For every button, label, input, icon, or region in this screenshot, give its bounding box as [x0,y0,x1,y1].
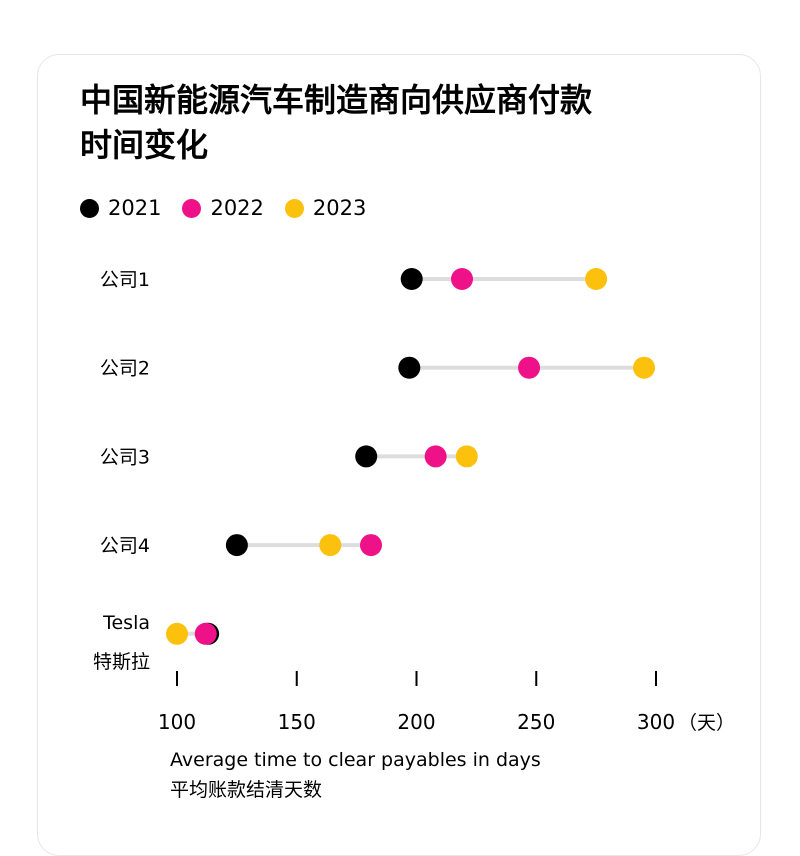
row-label: 公司4 [100,535,150,557]
legend-item-2022: 2022 [182,196,264,220]
dot-2023 [585,268,608,290]
chart-title: 中国新能源汽车制造商向供应商付款 时间变化 [80,78,720,168]
dot-2021 [355,445,378,468]
x-tick-label: 100 [158,710,196,734]
dot-2023 [455,445,478,468]
legend-dot-2023 [284,198,304,218]
legend-label-2022: 2022 [210,196,264,220]
row-label: 公司3 [100,446,150,468]
row-label: 公司2 [100,358,150,380]
dot-2023 [319,534,342,557]
dot-plot: 公司1 公司2 公司3 公司4 Tesla 特斯拉 100 150 200 250 300 （天） [93,268,735,734]
dot-2021 [225,534,248,557]
legend-dot-2021 [80,198,99,218]
legend-label-2021: 2021 [108,196,162,220]
dot-2021 [400,268,423,290]
dot-2022 [424,445,447,468]
dot-2023 [633,356,656,379]
dot-2022 [194,622,217,645]
legend-item-2023: 2023 [284,196,367,220]
row-label: 公司1 [100,269,150,291]
dot-2022 [518,356,541,379]
dot-2022 [359,534,382,557]
x-axis-unit: （天） [678,712,735,734]
x-axis-title-en: Average time to clear payables in days [170,749,541,771]
row-label: Tesla [102,612,150,634]
legend-item-2021: 2021 [80,196,161,220]
row-sublabel: 特斯拉 [93,651,150,673]
dot-2023 [166,622,188,645]
x-axis-title: Average time to clear payables in days 平… [170,745,541,805]
legend-dot-2022 [182,198,202,218]
x-axis-title-zh: 平均账款结清天数 [170,779,323,801]
dot-2021 [398,356,421,379]
legend-label-2023: 2023 [312,196,367,220]
x-tick-label: 150 [278,710,316,734]
chart-title-line-2: 时间变化 [80,126,209,164]
dot-2022 [451,268,474,290]
x-tick-label: 300 [637,710,675,734]
x-tick-label: 200 [397,710,435,734]
legend: 2021 2022 2023 [80,194,387,222]
x-tick-label: 250 [517,710,555,734]
chart-title-line-1: 中国新能源汽车制造商向供应商付款 [80,81,593,119]
